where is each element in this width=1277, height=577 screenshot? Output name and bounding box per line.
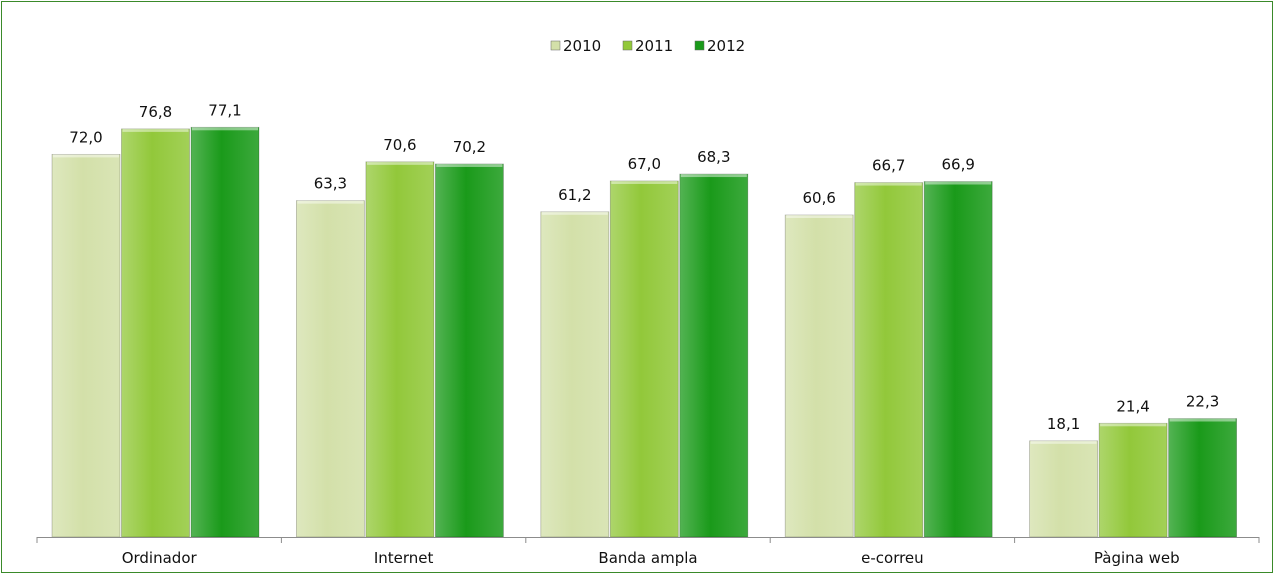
legend-label-2012: 2012 (707, 37, 745, 55)
bar-highlight-pagina-web-2010 (1030, 440, 1097, 444)
bar-highlight-banda-ampla-2012 (680, 174, 747, 178)
bar-highlight-e-correu-2010 (786, 214, 853, 218)
x-tick-label-ordinador: Ordinador (122, 549, 198, 567)
bar-e-correu-2010 (784, 214, 854, 538)
data-label-pagina-web-2012: 22,3 (1186, 392, 1219, 410)
data-label-banda-ampla-2010: 61,2 (558, 186, 591, 204)
bar-e-correu-2011 (854, 182, 924, 538)
bar-highlight-ordinador-2011 (122, 128, 189, 132)
legend-swatch-2011 (622, 40, 633, 51)
data-label-pagina-web-2010: 18,1 (1047, 415, 1080, 433)
x-tick-label-pagina-web: Pàgina web (1094, 549, 1180, 567)
data-label-pagina-web-2011: 21,4 (1116, 397, 1149, 415)
bar-banda-ampla-2012 (679, 173, 749, 538)
value-labels: 72,0 76,8 77,1 63,3 70,6 70,2 61,2 67,0 68,3 60,6… (69, 101, 1219, 433)
bar-e-correu-2012 (923, 181, 993, 538)
x-tick-label-banda-ampla: Banda ampla (598, 549, 697, 567)
bar-pagina-web-2010 (1029, 440, 1098, 538)
bar-pagina-web-2011 (1098, 422, 1168, 538)
legend-label-2011: 2011 (635, 37, 673, 55)
bar-highlight-pagina-web-2012 (1169, 418, 1236, 422)
bar-internet-2011 (365, 161, 435, 538)
bar-highlight-internet-2012 (436, 163, 503, 167)
x-axis: Ordinador Internet Banda ampla e-correu Pàgi… (36, 537, 1260, 567)
bar-highlight-pagina-web-2011 (1100, 423, 1167, 427)
legend-label-2010: 2010 (563, 37, 601, 55)
bar-ordinador-2012 (190, 126, 260, 538)
bar-highlight-banda-ampla-2010 (541, 211, 608, 215)
x-tick-label-internet: Internet (374, 549, 434, 567)
bars-group (51, 126, 1237, 538)
bar-highlight-internet-2010 (297, 200, 364, 204)
bar-highlight-e-correu-2012 (925, 181, 992, 185)
legend-swatch-2010 (550, 40, 561, 51)
bar-internet-2010 (295, 200, 365, 538)
bar-banda-ampla-2011 (609, 180, 679, 538)
data-label-e-correu-2011: 66,7 (872, 157, 905, 175)
data-label-e-correu-2010: 60,6 (802, 189, 835, 207)
x-tick-label-e-correu: e-correu (861, 549, 924, 567)
data-label-banda-ampla-2011: 67,0 (628, 155, 661, 173)
data-label-internet-2012: 70,2 (453, 138, 486, 156)
bar-highlight-ordinador-2012 (192, 127, 258, 131)
bar-highlight-banda-ampla-2011 (611, 180, 678, 184)
bar-banda-ampla-2010 (540, 211, 610, 538)
bar-ordinador-2011 (121, 128, 190, 538)
data-label-internet-2010: 63,3 (314, 175, 347, 193)
bar-pagina-web-2012 (1168, 418, 1237, 538)
data-label-ordinador-2011: 76,8 (139, 103, 172, 121)
data-label-ordinador-2010: 72,0 (69, 128, 102, 146)
data-label-ordinador-2012: 77,1 (208, 101, 241, 119)
bar-highlight-internet-2011 (366, 161, 433, 165)
bar-highlight-e-correu-2011 (855, 182, 922, 186)
bar-internet-2012 (434, 163, 504, 538)
data-label-e-correu-2012: 66,9 (941, 155, 974, 173)
legend-swatch-2012 (694, 40, 705, 51)
data-label-banda-ampla-2012: 68,3 (697, 148, 730, 166)
data-label-internet-2011: 70,6 (383, 136, 416, 154)
bar-highlight-ordinador-2010 (53, 154, 119, 158)
bar-ordinador-2010 (51, 153, 121, 538)
chart-legend: 2010 2011 2012 (550, 37, 745, 55)
